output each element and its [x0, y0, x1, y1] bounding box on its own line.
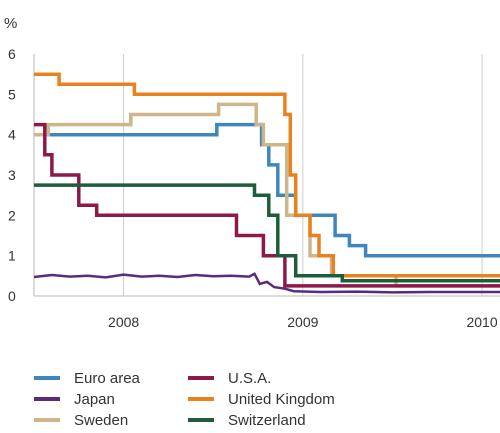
legend-swatch: [188, 397, 214, 401]
legend-item-switzerland: Switzerland: [188, 410, 306, 430]
legend: Euro area Japan Sweden U.S.A. United Kin…: [34, 368, 494, 432]
series-line-u-s-a: [34, 122, 500, 288]
legend-label: Switzerland: [228, 411, 306, 429]
legend-label: U.S.A.: [228, 369, 272, 387]
legend-label: Japan: [74, 390, 115, 408]
x-tick-label: 2010: [466, 314, 497, 330]
legend-item-sweden: Sweden: [34, 410, 128, 430]
x-tick-label: 2009: [287, 314, 318, 330]
legend-swatch: [34, 376, 60, 380]
legend-item-united-kingdom: United Kingdom: [188, 389, 335, 409]
y-unit-label: %: [4, 15, 17, 32]
legend-item-euro-area: Euro area: [34, 368, 140, 388]
y-tick-label: 6: [8, 46, 16, 62]
legend-item-japan: Japan: [34, 389, 115, 409]
legend-swatch: [188, 376, 214, 380]
y-tick-label: 1: [8, 248, 16, 264]
y-tick-label: 2: [8, 207, 16, 223]
series-line-switzerland: [34, 183, 500, 283]
y-tick-label: 5: [8, 86, 16, 102]
y-axis-ticks: 0 1 2 3 4 5 6: [8, 46, 16, 304]
series-lines: [33, 72, 500, 294]
series-line-sweden: [34, 102, 500, 288]
legend-swatch: [34, 418, 60, 422]
legend-label: Sweden: [74, 411, 129, 429]
x-tick-label: 2008: [108, 314, 139, 330]
legend-swatch: [188, 418, 214, 422]
series-line-japan: [33, 272, 500, 294]
y-tick-label: 3: [8, 167, 16, 183]
legend-label: United Kingdom: [228, 390, 335, 408]
x-axis-ticks: 2008 2009 2010: [108, 314, 498, 330]
y-tick-label: 4: [8, 127, 16, 143]
legend-item-usa: U.S.A.: [188, 368, 271, 388]
y-tick-label: 0: [8, 288, 16, 304]
series-line-united-kingdom: [34, 72, 500, 278]
legend-label: Euro area: [74, 369, 140, 387]
gridlines: [33, 54, 500, 297]
legend-swatch: [34, 397, 60, 401]
